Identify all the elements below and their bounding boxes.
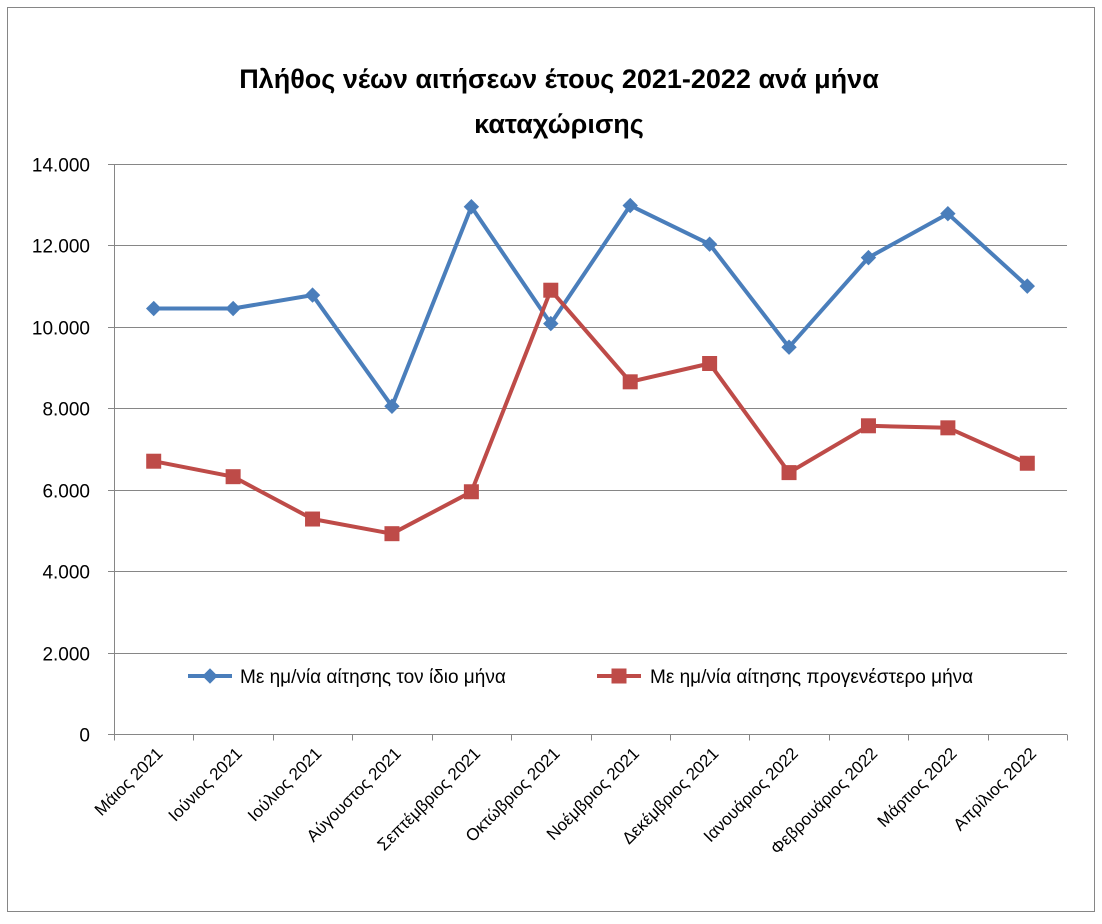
series-1-point (940, 205, 956, 222)
series (146, 197, 1035, 542)
series-1-point (225, 300, 241, 317)
legend-marker-swatch (202, 668, 218, 684)
series-2-point (225, 469, 241, 485)
series-1-point (860, 249, 877, 266)
series-1-point (781, 339, 797, 355)
series-1-point (622, 197, 638, 214)
series-2-point (305, 511, 321, 527)
series-2-point (463, 484, 479, 500)
legend: Με ημ/νία αίτησης τον ίδιο μήνα Με ημ/νία… (188, 667, 973, 688)
series-2-point (860, 418, 876, 434)
series-1-point (543, 315, 559, 332)
y-tick-label: 4.000 (42, 563, 90, 584)
chart-title-line1: Πλήθος νέων αιτήσεων έτους 2021-2022 ανά… (239, 64, 879, 94)
series-1-point (463, 199, 480, 215)
legend-item-2: Με ημ/νία αίτησης προγενέστερο μήνα (597, 667, 973, 688)
chart-border (7, 7, 1095, 912)
chart-title-line2: καταχώρισης (474, 109, 644, 139)
series-2-point (1019, 455, 1035, 471)
series-2-point (543, 282, 559, 298)
y-tick-label: 6.000 (42, 482, 90, 503)
series-2-point (384, 526, 400, 542)
legend-label: Με ημ/νία αίτησης τον ίδιο μήνα (240, 667, 506, 688)
y-tick-label: 12.000 (32, 237, 90, 258)
series-1 (146, 197, 1035, 414)
series-2-point (940, 420, 956, 436)
series-1-point (146, 300, 162, 317)
series-2-point (781, 465, 797, 481)
y-tick-label: 10.000 (32, 319, 90, 340)
series-2 (146, 282, 1035, 542)
legend-item-1: Με ημ/νία αίτησης τον ίδιο μήνα (188, 667, 506, 688)
series-2-point (622, 374, 638, 390)
series-1-point (1019, 278, 1035, 294)
y-axis-tick-labels: 0 2.000 4.000 6.000 8.000 10.000 12.000 14.000 (32, 156, 90, 747)
y-tick-label: 2.000 (42, 645, 90, 666)
legend-marker-swatch (611, 668, 627, 684)
gridlines (114, 164, 1067, 654)
series-2-line (153, 288, 1029, 536)
y-tick-label: 14.000 (32, 156, 90, 177)
series-1-point (701, 236, 718, 252)
series-1-line (153, 203, 1029, 409)
y-tick-label: 0 (79, 726, 90, 747)
series-1-point (304, 287, 321, 303)
series-2-point (702, 356, 718, 371)
axes (108, 164, 1068, 741)
legend-label: Με ημ/νία αίτησης προγενέστερο μήνα (650, 667, 973, 688)
y-tick-label: 8.000 (42, 400, 90, 421)
series-2-point (146, 453, 162, 469)
series-1-point (384, 398, 400, 414)
